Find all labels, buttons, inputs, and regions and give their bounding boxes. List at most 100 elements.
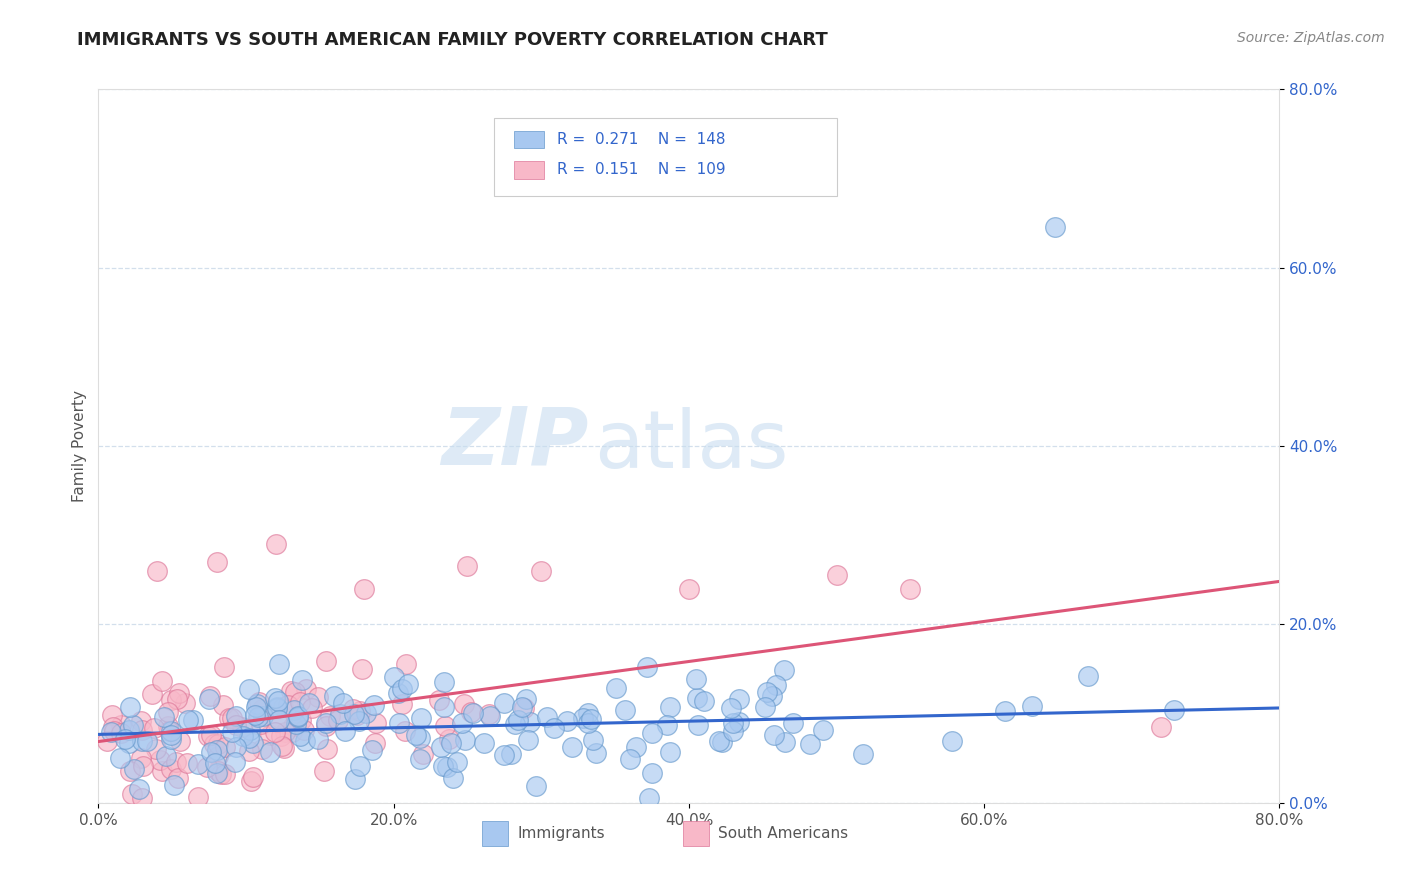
Point	[159, 731, 181, 746]
Point	[246, 710, 269, 724]
Point	[294, 733, 316, 747]
Point	[128, 781, 150, 796]
Point	[197, 729, 219, 743]
Point	[391, 697, 413, 711]
Point	[387, 686, 409, 700]
Point	[156, 705, 179, 719]
Point	[436, 760, 458, 774]
Point	[101, 720, 124, 734]
Point	[238, 682, 260, 697]
Point	[350, 662, 373, 676]
Point	[120, 699, 142, 714]
Point	[900, 582, 922, 596]
Text: Immigrants: Immigrants	[517, 826, 606, 841]
Text: Source: ZipAtlas.com: Source: ZipAtlas.com	[1237, 31, 1385, 45]
Point	[727, 692, 749, 706]
Point	[288, 695, 311, 709]
Point	[174, 696, 197, 710]
Point	[994, 705, 1017, 719]
Point	[292, 723, 315, 738]
Point	[100, 725, 122, 739]
Point	[316, 741, 339, 756]
Point	[273, 741, 295, 756]
Point	[266, 701, 288, 715]
Point	[157, 723, 180, 738]
Point	[156, 719, 179, 733]
Text: South Americans: South Americans	[718, 826, 849, 841]
Point	[536, 710, 558, 724]
Point	[224, 756, 246, 770]
Point	[354, 706, 377, 720]
Point	[1150, 720, 1173, 734]
Point	[427, 693, 450, 707]
Point	[463, 706, 485, 721]
Point	[515, 691, 537, 706]
Point	[349, 759, 371, 773]
Point	[129, 714, 152, 729]
Point	[315, 715, 337, 730]
Point	[271, 700, 294, 714]
Point	[1043, 220, 1066, 235]
Text: ZIP: ZIP	[441, 403, 589, 482]
Point	[149, 753, 172, 767]
Point	[513, 701, 536, 715]
Point	[773, 663, 796, 677]
Point	[108, 750, 131, 764]
Point	[412, 747, 434, 761]
Point	[141, 687, 163, 701]
Point	[499, 747, 522, 761]
Point	[825, 568, 848, 582]
Point	[364, 715, 387, 730]
Point	[637, 791, 659, 805]
Point	[267, 693, 290, 707]
Point	[360, 743, 382, 757]
Point	[765, 678, 787, 692]
Point	[225, 718, 247, 732]
Point	[755, 685, 778, 699]
Point	[267, 657, 290, 671]
FancyBboxPatch shape	[515, 161, 544, 179]
Point	[344, 772, 367, 786]
Point	[200, 745, 222, 759]
Point	[347, 714, 370, 728]
Point	[782, 716, 804, 731]
Point	[212, 698, 235, 712]
Text: R =  0.271    N =  148: R = 0.271 N = 148	[557, 132, 725, 146]
Point	[231, 720, 253, 734]
Point	[446, 755, 468, 769]
Point	[710, 735, 733, 749]
Point	[283, 703, 305, 717]
Point	[150, 673, 173, 688]
Point	[218, 711, 240, 725]
Point	[242, 770, 264, 784]
Point	[315, 718, 337, 732]
Point	[686, 690, 709, 705]
Point	[136, 734, 159, 748]
Point	[166, 691, 188, 706]
Point	[118, 736, 141, 750]
Point	[273, 725, 295, 739]
Point	[524, 779, 547, 793]
Point	[941, 734, 963, 748]
Point	[131, 791, 153, 805]
Point	[335, 723, 357, 738]
Point	[214, 767, 236, 781]
Point	[582, 733, 605, 747]
Point	[187, 790, 209, 805]
Point	[131, 734, 153, 748]
Point	[636, 659, 658, 673]
Point	[811, 723, 834, 738]
Point	[474, 736, 496, 750]
Point	[197, 760, 219, 774]
Point	[430, 740, 453, 755]
Point	[451, 716, 474, 731]
Point	[202, 738, 225, 752]
Point	[259, 745, 281, 759]
Point	[619, 752, 641, 766]
FancyBboxPatch shape	[683, 821, 709, 846]
Point	[561, 740, 583, 755]
Point	[242, 736, 264, 750]
Point	[160, 693, 183, 707]
Point	[252, 709, 274, 723]
Point	[287, 709, 309, 723]
